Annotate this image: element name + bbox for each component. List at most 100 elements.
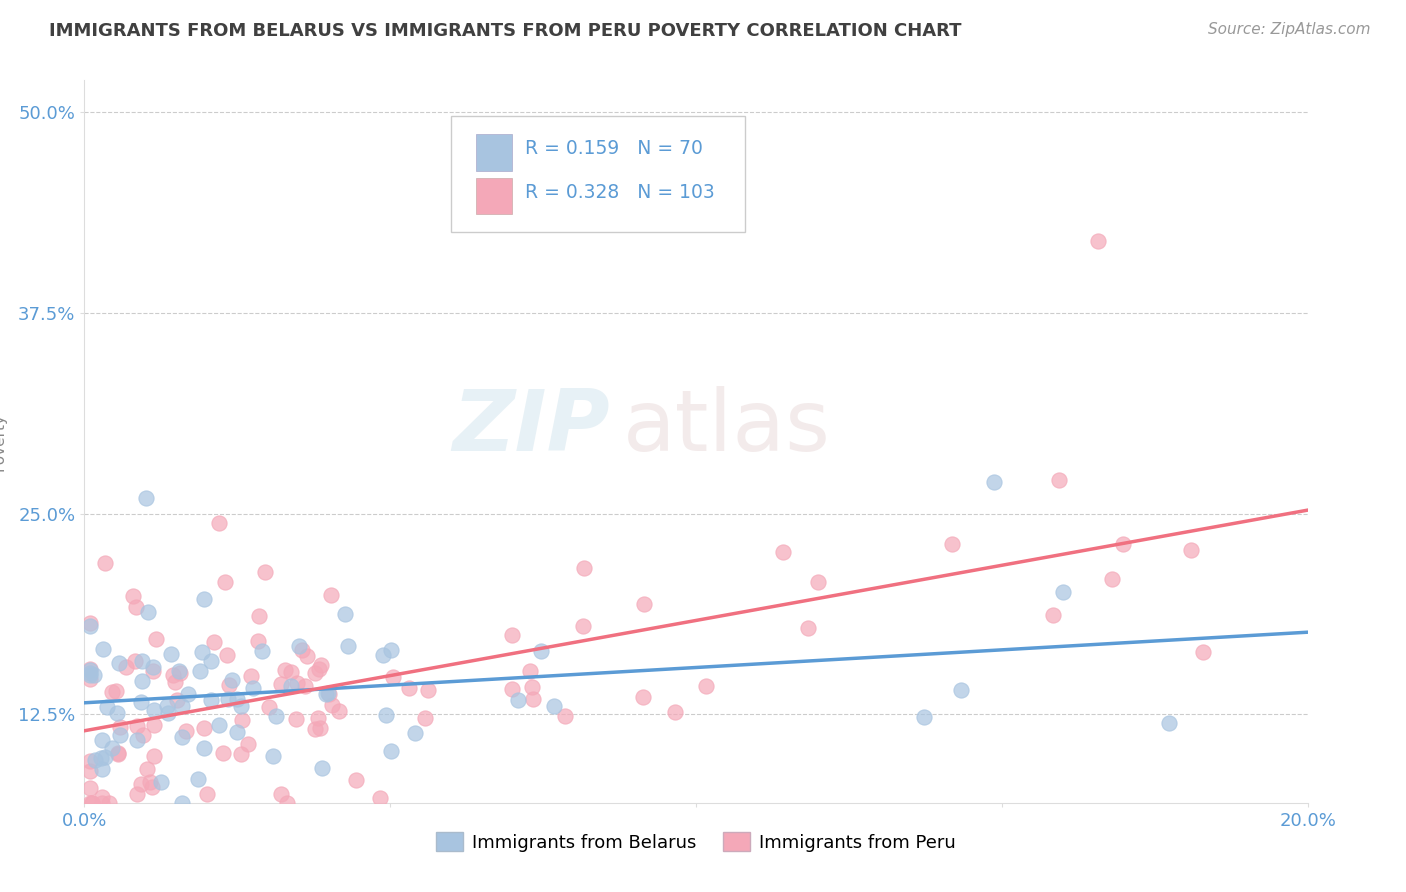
Point xyxy=(79,663,101,677)
Point xyxy=(404,726,426,740)
Point xyxy=(176,723,198,738)
Point xyxy=(156,698,179,713)
Point xyxy=(1052,585,1074,599)
Point xyxy=(79,619,101,633)
Point xyxy=(309,658,332,673)
Point xyxy=(217,691,239,706)
Point xyxy=(188,664,211,678)
Point xyxy=(1047,473,1070,487)
Point xyxy=(79,764,101,779)
Bar xyxy=(475,178,513,214)
Point xyxy=(105,706,128,720)
Point xyxy=(311,761,333,775)
Y-axis label: Poverty: Poverty xyxy=(0,412,7,471)
Point xyxy=(238,737,260,751)
Point xyxy=(215,648,238,663)
Point xyxy=(304,665,326,680)
Point xyxy=(318,687,340,701)
Point xyxy=(274,663,297,677)
Point xyxy=(143,749,166,764)
Point xyxy=(156,706,179,721)
Point xyxy=(285,676,308,690)
Point xyxy=(91,733,114,747)
Point xyxy=(159,647,181,661)
Point xyxy=(344,773,367,788)
Point xyxy=(225,725,247,739)
Point xyxy=(150,775,173,789)
Point xyxy=(193,740,215,755)
Point xyxy=(187,772,209,787)
Point xyxy=(107,747,129,761)
Text: ZIP: ZIP xyxy=(453,385,610,468)
Point xyxy=(371,648,394,662)
Point xyxy=(225,692,247,706)
Point xyxy=(79,663,101,677)
Point xyxy=(169,665,191,680)
Point xyxy=(172,796,194,810)
Point xyxy=(382,670,405,684)
Point xyxy=(124,654,146,668)
Text: R = 0.159   N = 70: R = 0.159 N = 70 xyxy=(524,139,703,159)
Bar xyxy=(475,135,513,170)
Point xyxy=(309,722,332,736)
Point xyxy=(416,682,439,697)
Point xyxy=(90,750,112,764)
Point xyxy=(200,654,222,668)
Legend: Immigrants from Belarus, Immigrants from Peru: Immigrants from Belarus, Immigrants from… xyxy=(429,825,963,859)
Point xyxy=(115,659,138,673)
Point xyxy=(912,710,935,724)
Point xyxy=(941,537,963,551)
Point xyxy=(413,711,436,725)
Point xyxy=(543,699,565,714)
Point xyxy=(214,575,236,590)
Point xyxy=(254,565,277,579)
Text: atlas: atlas xyxy=(623,385,831,468)
Point xyxy=(288,639,311,653)
Point xyxy=(121,589,143,603)
Point xyxy=(110,728,132,742)
Point xyxy=(231,713,253,727)
Point xyxy=(165,675,187,690)
Point xyxy=(270,788,292,802)
Point xyxy=(107,746,129,760)
Point xyxy=(127,732,149,747)
Point xyxy=(307,711,329,725)
Point xyxy=(79,754,101,768)
Point xyxy=(142,664,165,678)
Point xyxy=(398,681,420,695)
Point xyxy=(193,721,215,735)
Point xyxy=(520,681,543,695)
Point xyxy=(143,718,166,732)
Point xyxy=(83,668,105,682)
Point xyxy=(304,722,326,736)
Point xyxy=(519,664,541,678)
Point xyxy=(208,516,231,531)
Point xyxy=(142,660,165,674)
Point xyxy=(125,787,148,801)
Point xyxy=(93,557,115,571)
Point xyxy=(276,796,298,810)
Point xyxy=(91,796,114,810)
Point xyxy=(170,699,193,714)
Point xyxy=(257,700,280,714)
Point xyxy=(695,679,717,693)
Point xyxy=(530,643,553,657)
Point xyxy=(333,607,356,622)
Point xyxy=(554,709,576,723)
Point xyxy=(294,679,316,693)
Point xyxy=(97,796,120,810)
Point xyxy=(664,705,686,719)
Text: IMMIGRANTS FROM BELARUS VS IMMIGRANTS FROM PERU POVERTY CORRELATION CHART: IMMIGRANTS FROM BELARUS VS IMMIGRANTS FR… xyxy=(49,22,962,40)
Point xyxy=(193,592,215,607)
Point xyxy=(229,698,252,713)
Point xyxy=(807,575,830,590)
Point xyxy=(950,683,973,698)
Point xyxy=(264,709,287,723)
Point xyxy=(200,693,222,707)
Point xyxy=(797,622,820,636)
Point xyxy=(506,693,529,707)
Point xyxy=(125,600,148,615)
Point xyxy=(91,789,114,804)
Point xyxy=(110,720,132,734)
Point xyxy=(1157,716,1180,731)
